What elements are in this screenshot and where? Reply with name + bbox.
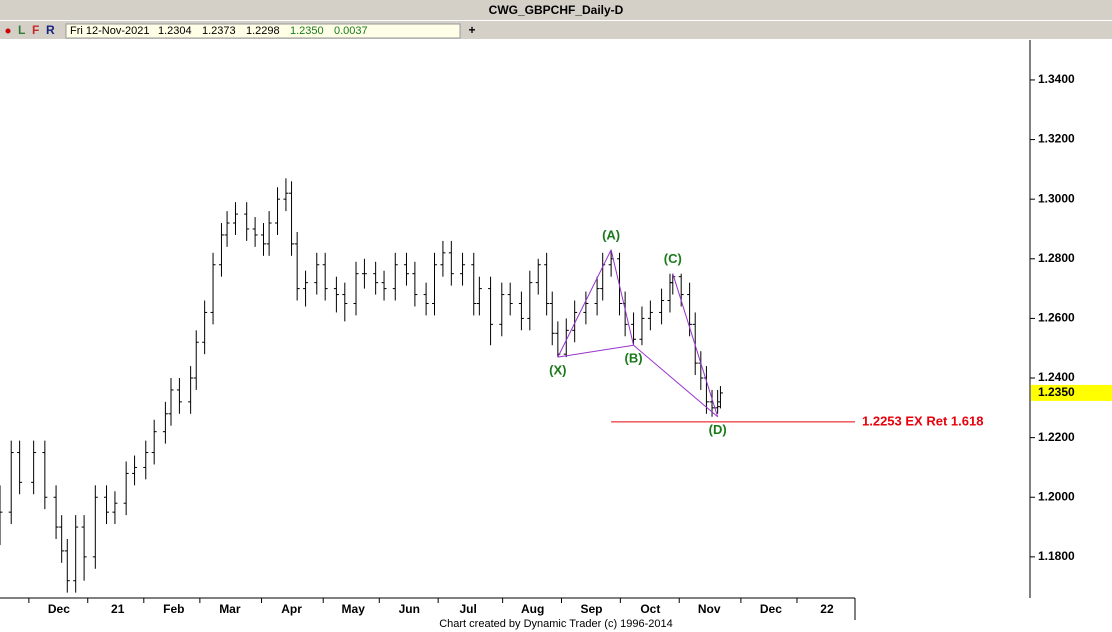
add-button[interactable]: + xyxy=(468,23,475,37)
toolbar-button[interactable]: L xyxy=(18,23,25,37)
last-price-label: 1.2350 xyxy=(1038,385,1075,399)
x-tick-label: Sep xyxy=(580,602,602,616)
last-price-box xyxy=(1031,384,1112,401)
quote-box xyxy=(65,23,461,39)
quote-close: 1.2350 xyxy=(290,25,324,37)
x-tick-label: Apr xyxy=(281,602,302,616)
y-tick-label: 1.2600 xyxy=(1038,311,1075,325)
x-tick-label: Mar xyxy=(219,602,241,616)
y-tick-label: 1.3400 xyxy=(1038,72,1075,86)
pattern-line xyxy=(672,273,719,417)
quote-high: 1.2373 xyxy=(202,25,236,37)
x-tick-label: Jun xyxy=(399,602,420,616)
x-tick-label: Jul xyxy=(459,602,476,616)
x-tick-label: 22 xyxy=(820,602,834,616)
status-dot xyxy=(5,28,11,34)
pattern-line xyxy=(610,249,635,346)
pattern-label: (A) xyxy=(602,227,620,242)
pattern-label: (B) xyxy=(625,351,643,366)
x-tick-label: Feb xyxy=(163,602,184,616)
pattern-line xyxy=(633,344,718,418)
toolbar-button[interactable]: R xyxy=(46,23,55,37)
chart-title: CWG_GBPCHF_Daily-D xyxy=(489,3,624,17)
footer: Chart created by Dynamic Trader (c) 1996… xyxy=(439,618,673,630)
x-tick-label: Dec xyxy=(760,602,782,616)
x-tick-label: Oct xyxy=(640,602,660,616)
y-tick-label: 1.2400 xyxy=(1038,370,1075,384)
y-tick-label: 1.3200 xyxy=(1038,132,1075,146)
pattern-label: (C) xyxy=(664,251,682,266)
pattern-label: (D) xyxy=(709,422,727,437)
quote-open: 1.2304 xyxy=(158,25,192,37)
y-tick-label: 1.2000 xyxy=(1038,489,1075,503)
x-tick-label: 21 xyxy=(111,602,125,616)
quote-change: 0.0037 xyxy=(334,25,368,37)
quote-low: 1.2298 xyxy=(246,25,280,37)
x-tick-label: Aug xyxy=(521,602,544,616)
x-tick-label: Nov xyxy=(698,602,721,616)
quote-date: Fri 12-Nov-2021 xyxy=(70,25,149,37)
y-tick-label: 1.2200 xyxy=(1038,430,1075,444)
pattern-line xyxy=(557,249,612,358)
pattern-line xyxy=(557,344,634,358)
pattern-label: (X) xyxy=(549,363,566,378)
title-bar xyxy=(0,0,1112,20)
y-tick-label: 1.3000 xyxy=(1038,191,1075,205)
x-tick-label: Dec xyxy=(48,602,70,616)
toolbar-button[interactable]: F xyxy=(32,23,39,37)
y-tick-label: 1.1800 xyxy=(1038,549,1075,563)
target-label: 1.2253 EX Ret 1.618 xyxy=(862,413,983,428)
y-tick-label: 1.2800 xyxy=(1038,251,1075,265)
x-tick-label: May xyxy=(342,602,366,616)
